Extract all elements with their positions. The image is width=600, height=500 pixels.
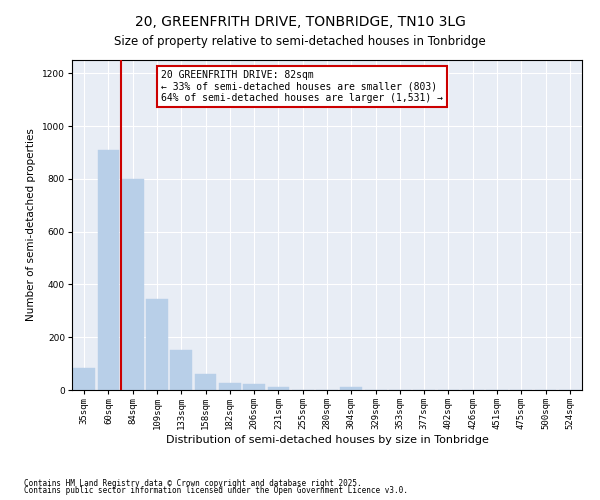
Bar [268, 387, 289, 390]
Bar [243, 384, 265, 390]
Bar [340, 387, 362, 390]
Text: Contains HM Land Registry data © Crown copyright and database right 2025.: Contains HM Land Registry data © Crown c… [24, 478, 362, 488]
Text: Size of property relative to semi-detached houses in Tonbridge: Size of property relative to semi-detach… [114, 35, 486, 48]
Bar [73, 368, 95, 390]
Bar [219, 382, 241, 390]
Text: 20 GREENFRITH DRIVE: 82sqm
← 33% of semi-detached houses are smaller (803)
64% o: 20 GREENFRITH DRIVE: 82sqm ← 33% of semi… [161, 70, 443, 103]
Bar [122, 179, 143, 390]
X-axis label: Distribution of semi-detached houses by size in Tonbridge: Distribution of semi-detached houses by … [166, 435, 488, 445]
Bar [194, 374, 217, 390]
Bar [170, 350, 192, 390]
Text: 20, GREENFRITH DRIVE, TONBRIDGE, TN10 3LG: 20, GREENFRITH DRIVE, TONBRIDGE, TN10 3L… [134, 15, 466, 29]
Bar [97, 150, 119, 390]
Text: Contains public sector information licensed under the Open Government Licence v3: Contains public sector information licen… [24, 486, 408, 495]
Bar [146, 299, 168, 390]
Y-axis label: Number of semi-detached properties: Number of semi-detached properties [26, 128, 37, 322]
